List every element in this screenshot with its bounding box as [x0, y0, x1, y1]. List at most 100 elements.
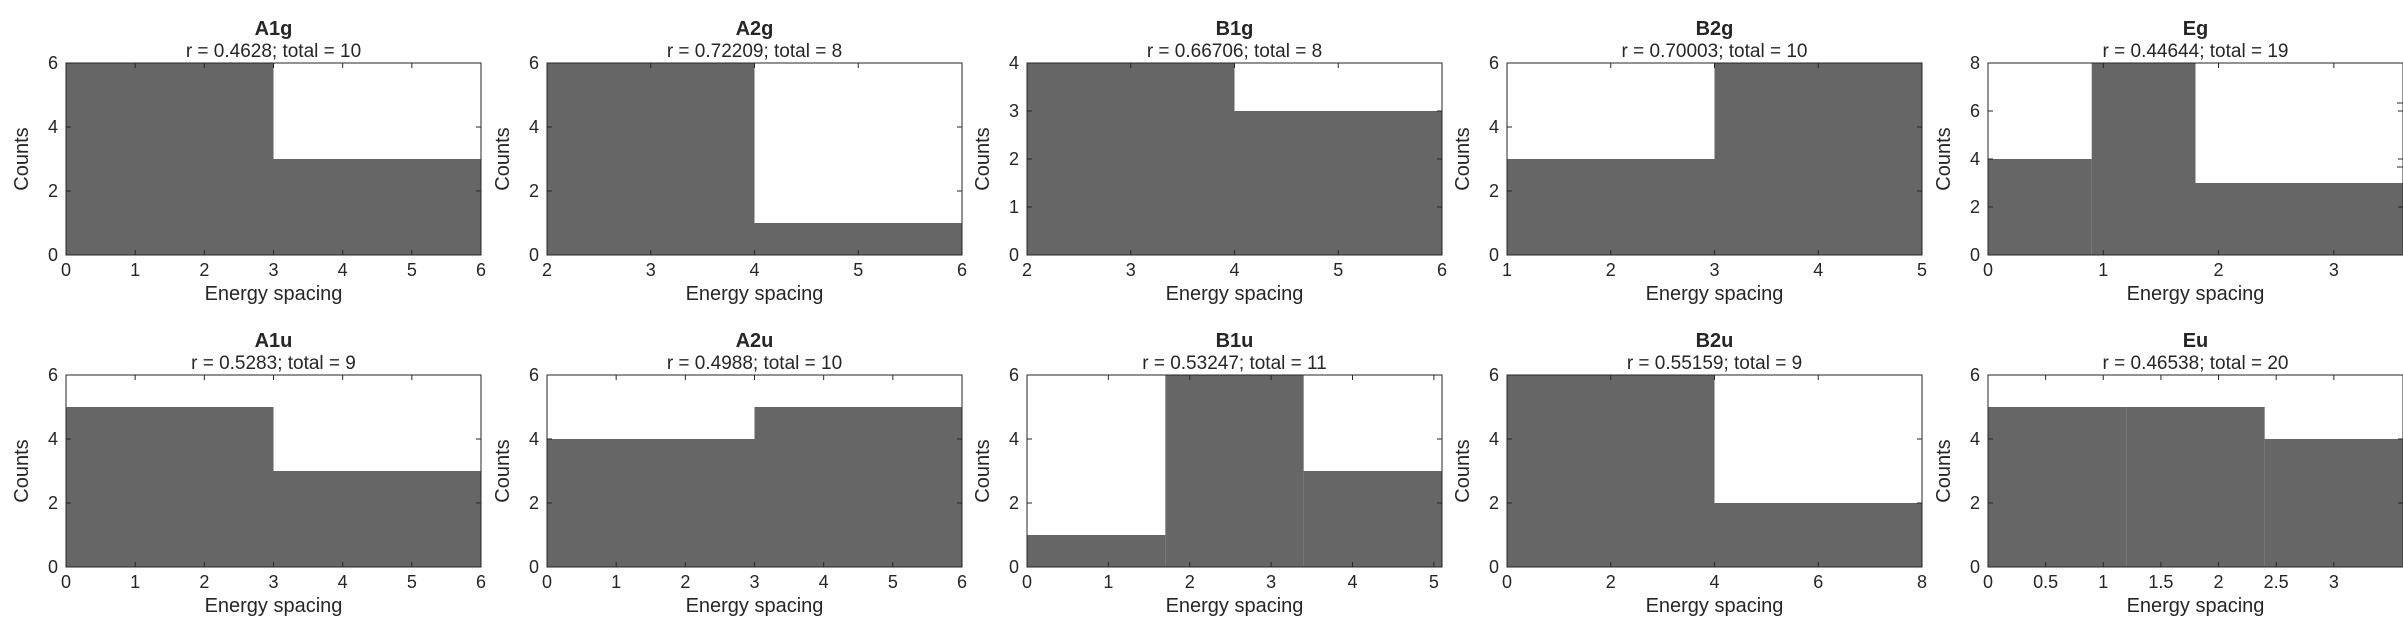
x-tick-label: 1.5	[2148, 572, 2173, 592]
y-tick-label: 2	[1489, 181, 1499, 201]
x-tick-label: 6	[957, 572, 967, 592]
histogram-bar	[547, 63, 755, 255]
x-tick-label: 2	[1022, 260, 1032, 280]
x-tick-label: 3	[646, 260, 656, 280]
x-tick-label: 5	[853, 260, 863, 280]
x-tick-label: 3	[268, 260, 278, 280]
y-tick-label: 4	[529, 429, 539, 449]
x-tick-label: 1	[130, 572, 140, 592]
x-axis-label: Energy spacing	[1646, 283, 1784, 305]
y-tick-label: 6	[48, 53, 58, 73]
y-tick-label: 6	[48, 365, 58, 385]
chart-subtitle: r = 0.70003; total = 10	[1622, 41, 1808, 62]
histogram-bar	[2092, 63, 2196, 255]
chart-subtitle: r = 0.66706; total = 8	[1147, 41, 1322, 62]
y-axis-label: Counts	[492, 439, 514, 502]
y-tick-label: 2	[529, 181, 539, 201]
y-tick-label: 6	[1970, 365, 1980, 385]
x-tick-label: 5	[407, 572, 417, 592]
x-tick-label: 5	[1917, 260, 1927, 280]
y-tick-label: 6	[1489, 53, 1499, 73]
x-tick-label: 5	[407, 260, 417, 280]
x-tick-label: 6	[1813, 572, 1823, 592]
x-tick-label: 5	[888, 572, 898, 592]
chart-title: B1g	[1216, 18, 1254, 40]
chart-subtitle: r = 0.5283; total = 9	[191, 353, 356, 374]
x-tick-label: 0	[1983, 260, 1993, 280]
y-tick-label: 0	[1489, 557, 1499, 577]
y-tick-label: 4	[1009, 53, 1019, 73]
y-tick-label: 2	[1970, 197, 1980, 217]
y-tick-label: 3	[1009, 101, 1019, 121]
y-tick-label: 0	[1009, 557, 1019, 577]
histogram-bar	[274, 159, 482, 255]
y-axis-label: Counts	[1452, 127, 1474, 190]
x-tick-label: 3	[1266, 572, 1276, 592]
x-axis-label: Energy spacing	[205, 283, 343, 305]
x-tick-label: 6	[476, 260, 486, 280]
chart-subtitle: r = 0.55159; total = 9	[1627, 353, 1802, 374]
y-tick-label: 2	[48, 493, 58, 513]
chart-subtitle: r = 0.53247; total = 11	[1142, 353, 1327, 374]
x-tick-label: 0	[1983, 572, 1993, 592]
histogram-bar	[1715, 503, 1923, 567]
x-tick-label: 1	[1103, 572, 1113, 592]
x-axis-label: Energy spacing	[2127, 595, 2265, 617]
x-tick-label: 1	[130, 260, 140, 280]
x-tick-label: 2	[2214, 572, 2224, 592]
x-tick-label: 0	[542, 572, 552, 592]
chart-title: A1g	[255, 18, 293, 40]
x-tick-label: 3	[2329, 260, 2339, 280]
chart-subtitle: r = 0.4628; total = 10	[186, 41, 361, 62]
y-tick-label: 0	[48, 245, 58, 265]
histogram-bar	[547, 439, 755, 567]
chart-title: B2u	[1696, 330, 1734, 352]
y-tick-label: 4	[1970, 149, 1980, 169]
y-tick-label: 2	[529, 493, 539, 513]
y-tick-label: 6	[1970, 101, 1980, 121]
x-tick-label: 3	[2329, 572, 2339, 592]
x-tick-label: 5	[1333, 260, 1343, 280]
x-axis-label: Energy spacing	[1646, 595, 1784, 617]
chart-title: Eg	[2183, 18, 2209, 40]
y-tick-label: 1	[1009, 197, 1019, 217]
x-tick-label: 5	[1429, 572, 1439, 592]
y-axis-label: Counts	[11, 127, 33, 190]
histogram-bar	[1715, 63, 1923, 255]
y-axis-label: Counts	[1933, 439, 1955, 502]
x-tick-label: 1	[1502, 260, 1512, 280]
chart-title: A2g	[736, 18, 774, 40]
y-tick-label: 2	[1489, 493, 1499, 513]
histogram-bar	[1165, 375, 1303, 567]
y-axis-label: Counts	[1452, 439, 1474, 502]
y-tick-label: 8	[1970, 53, 1980, 73]
histogram-bar	[1507, 159, 1715, 255]
x-tick-label: 3	[268, 572, 278, 592]
x-tick-label: 4	[338, 260, 348, 280]
x-tick-label: 4	[749, 260, 759, 280]
histogram-bar	[2265, 439, 2403, 567]
y-tick-label: 2	[1970, 493, 1980, 513]
x-tick-label: 2	[199, 260, 209, 280]
x-tick-label: 0.5	[2033, 572, 2058, 592]
y-tick-label: 0	[1970, 557, 1980, 577]
histogram-bar	[1507, 375, 1715, 567]
y-tick-label: 0	[529, 557, 539, 577]
y-axis-label: Counts	[972, 439, 994, 502]
chart-title: B2g	[1696, 18, 1734, 40]
x-tick-label: 3	[1126, 260, 1136, 280]
x-tick-label: 4	[338, 572, 348, 592]
histogram-bar	[1027, 63, 1235, 255]
y-tick-label: 2	[1009, 149, 1019, 169]
x-tick-label: 2	[1606, 260, 1616, 280]
chart-subtitle: r = 0.44644; total = 19	[2103, 41, 2289, 62]
